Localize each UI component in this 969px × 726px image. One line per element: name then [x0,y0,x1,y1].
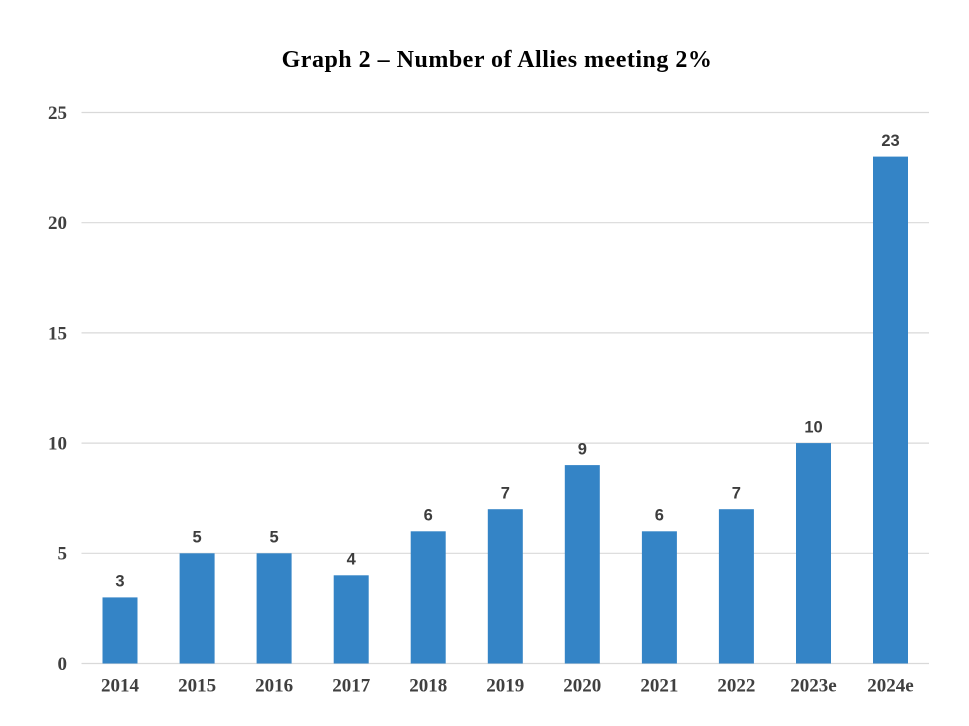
svg-text:6: 6 [424,507,433,525]
svg-text:23: 23 [881,132,899,150]
svg-text:20: 20 [48,213,67,234]
svg-text:2014: 2014 [101,676,140,697]
svg-text:5: 5 [58,544,68,565]
svg-text:10: 10 [804,418,822,436]
svg-text:2024e: 2024e [867,676,913,697]
svg-text:7: 7 [732,485,741,503]
svg-text:2016: 2016 [255,676,293,697]
svg-text:0: 0 [58,654,68,675]
svg-text:2023e: 2023e [790,676,836,697]
svg-text:2017: 2017 [332,676,371,697]
svg-text:2022: 2022 [717,676,755,697]
svg-text:7: 7 [501,485,510,503]
svg-text:2020: 2020 [563,676,601,697]
svg-text:4: 4 [347,551,357,569]
svg-text:3: 3 [115,573,124,591]
svg-text:2015: 2015 [178,676,216,697]
svg-text:5: 5 [193,529,202,547]
svg-text:10: 10 [48,434,67,455]
svg-text:2019: 2019 [486,676,524,697]
svg-text:15: 15 [48,323,67,344]
svg-text:25: 25 [48,103,67,124]
svg-text:2018: 2018 [409,676,447,697]
svg-text:Graph 2 – Number of Allies mee: Graph 2 – Number of Allies meeting 2% [282,47,713,73]
svg-text:9: 9 [578,440,587,458]
svg-text:2021: 2021 [640,676,678,697]
svg-text:6: 6 [655,507,664,525]
svg-text:5: 5 [270,529,279,547]
